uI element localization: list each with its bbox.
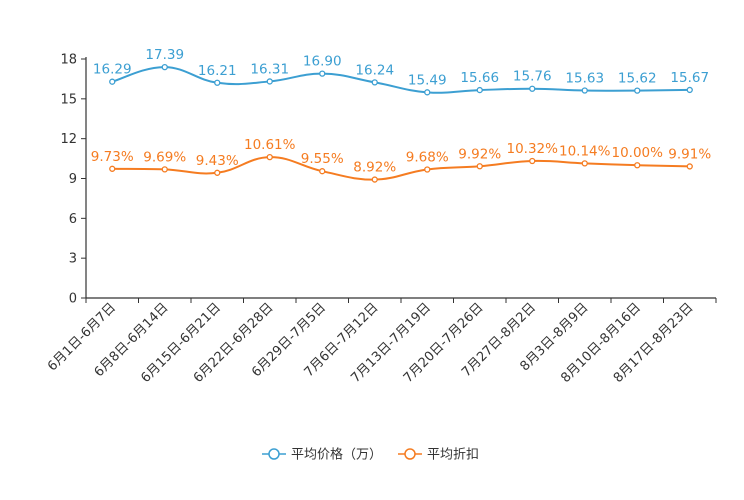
series-avg-price: 16.29 17.39 16.21 16.31 16.90 16.24 15.49 15.66…: [93, 47, 709, 96]
data-label: 9.43%: [196, 153, 239, 169]
data-label: 10.32%: [507, 141, 559, 157]
data-point: [686, 86, 693, 94]
data-label: 9.92%: [458, 146, 501, 162]
axes: 03691215186月1日-6月7日6月8日-6月14日6月15日-6月21日…: [45, 53, 717, 386]
data-point: [319, 168, 326, 175]
data-point: [266, 153, 273, 161]
data-label: 9.69%: [143, 149, 186, 165]
data-point: [634, 162, 641, 169]
data-label: 16.90: [303, 54, 342, 70]
data-label: 15.66: [460, 70, 499, 86]
data-label: 15.49: [408, 72, 447, 88]
data-point: [371, 176, 378, 183]
legend-marker-icon: [268, 448, 280, 460]
data-label: 9.68%: [406, 149, 449, 165]
y-tick-label: 6: [69, 212, 77, 227]
data-label: 9.73%: [91, 149, 134, 165]
data-label: 8.92%: [353, 160, 396, 176]
data-point: [109, 78, 116, 85]
data-point: [581, 160, 588, 167]
data-label: 17.39: [145, 47, 184, 63]
data-point: [424, 89, 431, 96]
y-tick-label: 9: [69, 172, 77, 187]
data-point: [371, 79, 378, 86]
data-point: [581, 87, 588, 94]
data-point: [634, 87, 641, 94]
legend[interactable]: 平均价格（万） 平均折扣: [262, 447, 479, 463]
data-point: [109, 165, 116, 172]
data-label: 16.31: [250, 61, 289, 77]
series-line: [112, 156, 690, 181]
legend-marker-icon: [404, 448, 416, 460]
data-label: 15.63: [565, 70, 604, 86]
data-label: 10.00%: [612, 145, 664, 161]
data-point: [476, 163, 483, 170]
data-point: [529, 85, 536, 92]
data-point: [319, 70, 326, 77]
data-label: 10.61%: [244, 137, 296, 153]
data-label: 16.29: [93, 62, 132, 78]
series-avg-discount: 9.73% 9.69% 9.43% 10.61% 9.55% 8.92% 9.68% 9.92…: [91, 137, 711, 183]
legend-label: 平均价格（万）: [291, 447, 382, 463]
data-label: 15.76: [513, 69, 552, 85]
data-label: 16.24: [355, 62, 394, 78]
legend-item-avg-price[interactable]: 平均价格（万）: [262, 447, 382, 463]
series-layer: 16.29 17.39 16.21 16.31 16.90 16.24 15.49 15.66…: [91, 47, 711, 183]
y-tick-label: 18: [60, 53, 77, 68]
y-tick-label: 0: [69, 292, 77, 307]
data-label: 15.62: [618, 71, 657, 87]
y-tick-label: 12: [60, 132, 77, 147]
data-label: 16.21: [198, 63, 237, 79]
data-point: [424, 166, 431, 173]
data-point: [266, 78, 273, 85]
data-point: [476, 86, 483, 94]
data-label: 9.91%: [668, 146, 711, 162]
data-label: 15.67: [670, 70, 709, 86]
series-line: [111, 66, 690, 94]
data-point: [214, 79, 221, 86]
y-tick-label: 3: [69, 252, 77, 267]
data-point: [161, 166, 168, 173]
legend-label: 平均折扣: [427, 448, 479, 463]
data-label: 10.14%: [559, 143, 611, 159]
data-point: [529, 157, 536, 165]
data-point: [214, 169, 221, 176]
data-point: [161, 63, 168, 71]
y-tick-label: 15: [60, 92, 77, 107]
legend-item-avg-discount[interactable]: 平均折扣: [398, 448, 479, 463]
data-point: [686, 163, 693, 170]
data-label: 9.55%: [301, 151, 344, 167]
